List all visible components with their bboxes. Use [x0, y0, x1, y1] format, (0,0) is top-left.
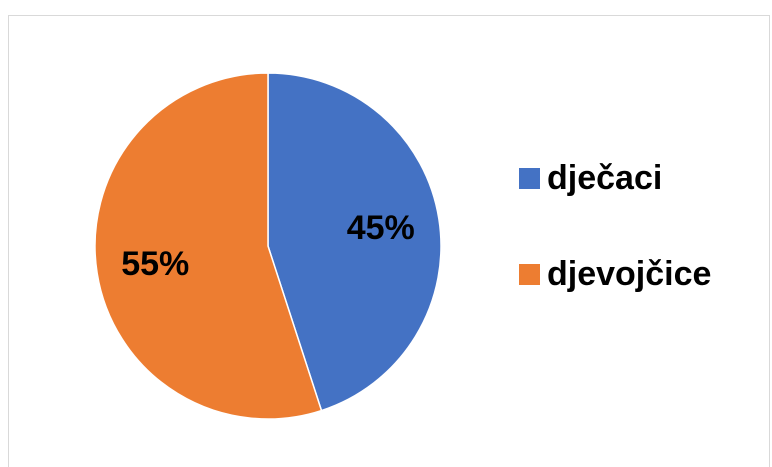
data-label-djevojčice: 55%	[121, 245, 189, 283]
legend-label: djevojčice	[547, 254, 712, 293]
pie-slice-dječaci	[267, 72, 442, 412]
pie-data-labels: 45% 55%	[121, 209, 415, 283]
legend-label: dječaci	[547, 158, 663, 197]
data-label-dječaci: 45%	[347, 209, 415, 247]
legend: dječaci djevojčice	[519, 155, 711, 347]
legend-swatch-blue	[519, 167, 540, 189]
legend-item-djevojčice: djevojčice	[519, 251, 711, 297]
legend-item-dječaci: dječaci	[519, 155, 711, 201]
pie-slices	[94, 72, 442, 420]
legend-swatch-orange	[519, 263, 540, 285]
pie-slice-djevojčice	[94, 72, 323, 420]
